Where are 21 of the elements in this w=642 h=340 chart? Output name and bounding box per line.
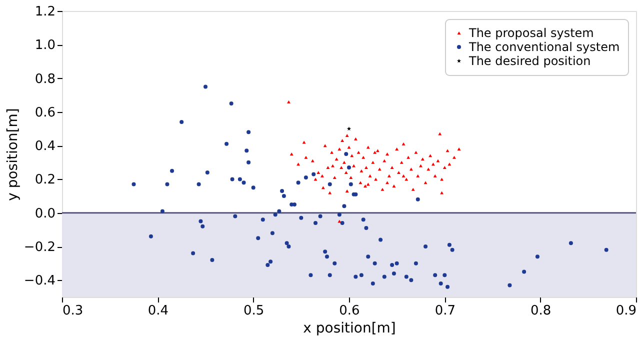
y-tick-label: 0.6: [34, 105, 56, 120]
y-tick-label: −0.4: [24, 274, 56, 289]
legend-label: The desired position: [468, 54, 591, 68]
x-tick-label: 0.5: [243, 304, 264, 318]
y-tick-label: 0.2: [34, 172, 56, 188]
legend-label: The proposal system: [468, 26, 594, 40]
y-tick-label: −0.2: [24, 240, 56, 256]
y-axis-title: y position[m]: [4, 108, 21, 201]
y-tick-label: 0.0: [34, 206, 56, 222]
y-tick-label: 1.0: [34, 38, 56, 54]
x-tick-label: 0.3: [62, 304, 84, 318]
y-tick-label: 1.2: [34, 4, 56, 20]
x-tick-label: 0.4: [148, 304, 169, 318]
x-axis-title: x position[m]: [303, 320, 396, 336]
x-tick-label: 0.7: [434, 304, 456, 318]
x-tick-label: 0.6: [339, 304, 360, 318]
y-tick-label: 0.4: [34, 139, 56, 154]
x-tick-label: 0.8: [530, 304, 552, 318]
y-tick-label: 0.8: [34, 72, 56, 87]
x-tick-label: 0.9: [616, 304, 636, 318]
legend-label: The conventional system: [468, 40, 620, 54]
